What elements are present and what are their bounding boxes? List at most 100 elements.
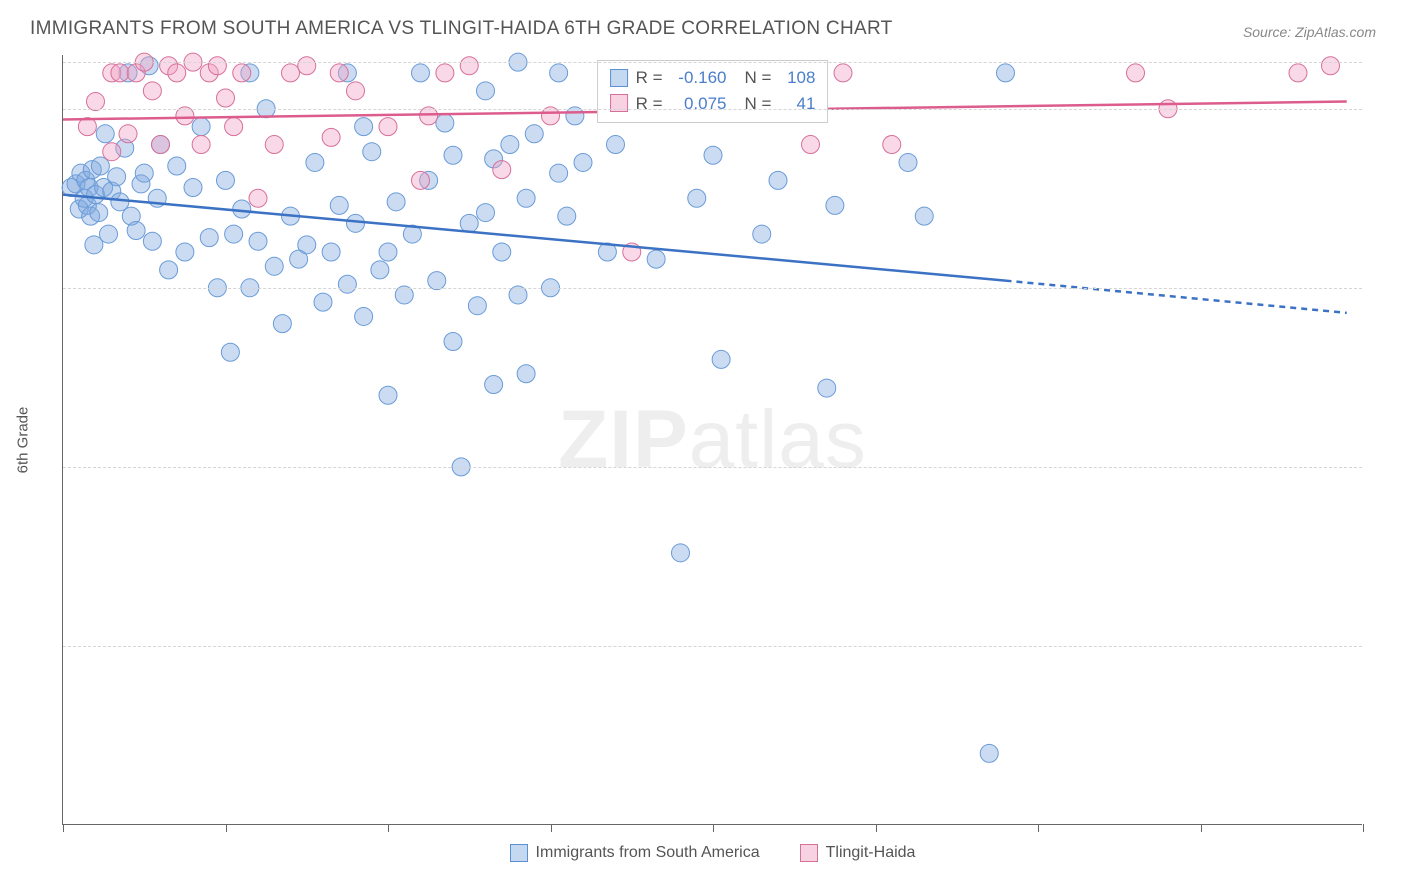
x-tick: [1038, 824, 1039, 832]
data-point-pink: [1322, 57, 1340, 75]
y-axis-label: 6th Grade: [15, 407, 32, 474]
data-point-blue: [108, 168, 126, 186]
data-point-blue: [233, 200, 251, 218]
data-point-pink: [168, 64, 186, 82]
data-point-blue: [355, 118, 373, 136]
data-point-pink: [802, 136, 820, 154]
data-point-blue: [704, 146, 722, 164]
data-point-blue: [160, 261, 178, 279]
x-tick: [1363, 824, 1364, 832]
x-tick: [1201, 824, 1202, 832]
data-point-blue: [980, 744, 998, 762]
data-point-blue: [550, 64, 568, 82]
data-point-pink: [322, 128, 340, 146]
data-point-blue: [225, 225, 243, 243]
data-point-blue: [485, 375, 503, 393]
data-point-pink: [298, 57, 316, 75]
data-point-blue: [143, 232, 161, 250]
data-point-blue: [355, 307, 373, 325]
swatch-blue-icon: [610, 69, 628, 87]
plot-area: ZIPatlas R = -0.160 N = 108 R = 0.075 N …: [62, 55, 1362, 825]
data-point-blue: [607, 136, 625, 154]
data-point-blue: [387, 193, 405, 211]
x-tick: [226, 824, 227, 832]
stats-row-pink: R = 0.075 N = 41: [610, 91, 816, 117]
swatch-blue-icon: [510, 844, 528, 862]
data-point-blue: [550, 164, 568, 182]
data-point-blue: [249, 232, 267, 250]
data-point-blue: [135, 164, 153, 182]
data-point-pink: [379, 118, 397, 136]
data-point-blue: [517, 365, 535, 383]
data-point-blue: [688, 189, 706, 207]
data-point-pink: [436, 64, 454, 82]
data-point-blue: [221, 343, 239, 361]
data-point-blue: [672, 544, 690, 562]
data-point-blue: [100, 225, 118, 243]
data-point-blue: [477, 204, 495, 222]
data-point-blue: [176, 243, 194, 261]
data-point-pink: [208, 57, 226, 75]
data-point-blue: [322, 243, 340, 261]
data-point-pink: [103, 143, 121, 161]
x-tick: [876, 824, 877, 832]
data-point-blue: [460, 214, 478, 232]
data-point-pink: [119, 125, 137, 143]
plot-svg: [63, 55, 1362, 824]
data-point-blue: [647, 250, 665, 268]
gridline: [63, 467, 1362, 468]
data-point-pink: [143, 82, 161, 100]
legend-series2: Tlingit-Haida: [800, 844, 916, 862]
stats-row-blue: R = -0.160 N = 108: [610, 65, 816, 91]
data-point-blue: [90, 204, 108, 222]
stats-legend-box: R = -0.160 N = 108 R = 0.075 N = 41: [597, 60, 829, 123]
header-row: IMMIGRANTS FROM SOUTH AMERICA VS TLINGIT…: [0, 0, 1406, 46]
data-point-blue: [525, 125, 543, 143]
data-point-pink: [233, 64, 251, 82]
data-point-pink: [192, 136, 210, 154]
data-point-blue: [330, 196, 348, 214]
legend-label: Immigrants from South America: [536, 844, 760, 862]
data-point-blue: [468, 297, 486, 315]
data-point-pink: [1289, 64, 1307, 82]
x-tick: [388, 824, 389, 832]
data-point-blue: [444, 333, 462, 351]
gridline: [63, 62, 1362, 63]
data-point-pink: [330, 64, 348, 82]
data-point-pink: [225, 118, 243, 136]
data-point-pink: [152, 136, 170, 154]
data-point-blue: [477, 82, 495, 100]
data-point-blue: [298, 236, 316, 254]
data-point-blue: [347, 214, 365, 232]
data-point-blue: [200, 229, 218, 247]
data-point-pink: [282, 64, 300, 82]
data-point-blue: [192, 118, 210, 136]
x-tick: [63, 824, 64, 832]
data-point-blue: [501, 136, 519, 154]
data-point-blue: [184, 179, 202, 197]
data-point-blue: [412, 64, 430, 82]
data-point-blue: [96, 125, 114, 143]
swatch-pink-icon: [800, 844, 818, 862]
chart-title: IMMIGRANTS FROM SOUTH AMERICA VS TLINGIT…: [30, 18, 893, 40]
gridline: [63, 109, 1362, 110]
correlation-chart: IMMIGRANTS FROM SOUTH AMERICA VS TLINGIT…: [0, 0, 1406, 892]
x-tick: [551, 824, 552, 832]
gridline: [63, 288, 1362, 289]
data-point-pink: [493, 161, 511, 179]
data-point-blue: [753, 225, 771, 243]
data-point-blue: [493, 243, 511, 261]
data-point-blue: [363, 143, 381, 161]
data-point-blue: [379, 243, 397, 261]
data-point-pink: [347, 82, 365, 100]
data-point-blue: [379, 386, 397, 404]
data-point-blue: [769, 171, 787, 189]
data-point-blue: [826, 196, 844, 214]
data-point-pink: [460, 57, 478, 75]
data-point-blue: [997, 64, 1015, 82]
data-point-blue: [436, 114, 454, 132]
data-point-blue: [338, 275, 356, 293]
data-point-pink: [111, 64, 129, 82]
data-point-pink: [1127, 64, 1145, 82]
data-point-blue: [265, 257, 283, 275]
